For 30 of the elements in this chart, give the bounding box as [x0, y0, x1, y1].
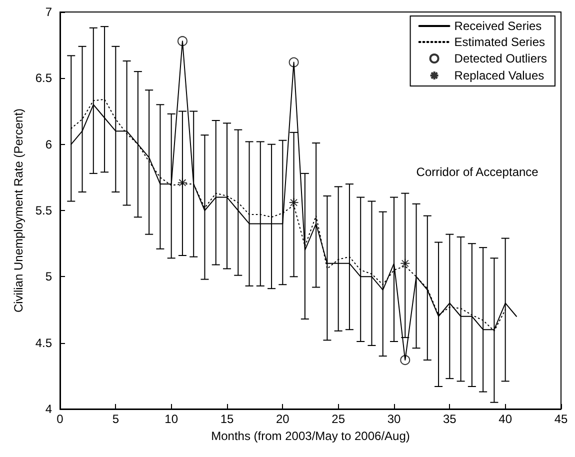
legend-label: Detected Outliers [454, 52, 548, 66]
y-tick-label: 7 [45, 5, 52, 19]
point [177, 178, 188, 188]
x-tick-label: 20 [276, 412, 290, 426]
legend-label: Received Series [454, 19, 542, 33]
x-axis-title: Months (from 2003/May to 2006/Aug) [211, 428, 410, 443]
legend-label: Replaced Values [454, 68, 544, 82]
y-tick-label: 4 [45, 402, 52, 416]
legend-label: Estimated Series [454, 35, 545, 49]
x-tick-label: 5 [112, 412, 120, 426]
x-tick-label: 10 [164, 412, 178, 426]
y-tick-label: 6 [45, 137, 52, 152]
y-tick-label: 6.5 [35, 71, 52, 86]
point [400, 258, 410, 268]
x-tick-label: 35 [442, 412, 457, 426]
point [288, 198, 299, 208]
x-tick-label: 45 [554, 412, 568, 426]
y-axis-title: Civilian Unemployment Rate (Percent) [11, 108, 26, 313]
x-tick-label: 0 [56, 412, 64, 426]
x-tick-label: 15 [220, 412, 234, 426]
annotation: Corridor of Acceptance [416, 165, 539, 179]
point [177, 36, 188, 46]
point [288, 57, 299, 68]
y-tick-label: 5.5 [35, 204, 52, 218]
x-tick-label: 30 [387, 412, 401, 426]
y-tick-label: 4.5 [35, 336, 52, 350]
x-tick-label: 40 [498, 412, 512, 426]
x-tick-label: 25 [332, 412, 346, 426]
point [400, 355, 410, 366]
y-tick-label: 5 [45, 270, 52, 284]
